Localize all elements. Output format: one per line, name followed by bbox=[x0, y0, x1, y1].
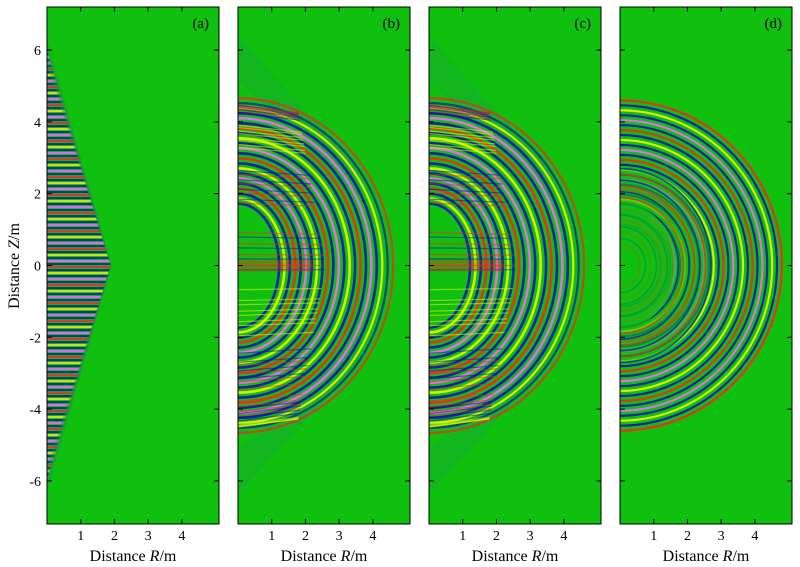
x-tick-label: 2 bbox=[111, 529, 118, 544]
x-tick-label: 3 bbox=[718, 529, 725, 544]
x-tick-label: 4 bbox=[178, 529, 185, 544]
y-tick-label: 6 bbox=[34, 44, 41, 59]
wavefield bbox=[620, 99, 783, 432]
y-axis-label: Distance Z/m bbox=[6, 223, 23, 309]
y-tick-label: -2 bbox=[29, 331, 41, 346]
panel-b: 1 2 3 4 (b) Distance R/m bbox=[237, 6, 411, 565]
x-tick-label: 2 bbox=[493, 529, 500, 544]
panel-c: 1 2 3 4 (c) Distance R/m bbox=[428, 6, 602, 565]
x-tick-label: 4 bbox=[560, 529, 567, 544]
panel-label: (d) bbox=[765, 16, 783, 32]
x-tick-label: 4 bbox=[751, 529, 758, 544]
y-tick-label: -4 bbox=[29, 403, 41, 418]
panel-label: (a) bbox=[192, 16, 209, 32]
x-axis-label: Distance R/m bbox=[281, 548, 368, 565]
x-tick-label: 1 bbox=[268, 529, 275, 544]
x-tick-label: 1 bbox=[650, 529, 657, 544]
y-tick-label: -6 bbox=[29, 475, 41, 490]
x-axis-label: Distance R/m bbox=[663, 548, 750, 565]
x-tick-label: 1 bbox=[459, 529, 466, 544]
y-tick-label: 4 bbox=[34, 116, 41, 131]
x-tick-label: 3 bbox=[336, 529, 343, 544]
panel-label: (b) bbox=[383, 16, 401, 32]
panel-label: (c) bbox=[574, 16, 591, 32]
wavefield bbox=[238, 38, 394, 493]
x-axis-label: Distance R/m bbox=[472, 548, 559, 565]
wavefield bbox=[429, 38, 585, 493]
x-tick-label: 2 bbox=[302, 529, 309, 544]
panel-a: 1 2 3 4 -6 -4 -2 0 2 4 6 (a) Distance R/m bbox=[29, 6, 220, 565]
x-axis-label: Distance R/m bbox=[90, 548, 177, 565]
x-tick-label: 3 bbox=[145, 529, 152, 544]
x-tick-label: 1 bbox=[77, 529, 84, 544]
x-tick-label: 2 bbox=[684, 529, 691, 544]
y-tick-label: 2 bbox=[34, 188, 41, 203]
y-tick-label: 0 bbox=[34, 260, 41, 275]
panel-d: 1 2 3 4 (d) Distance R/m bbox=[619, 6, 793, 565]
field-background bbox=[47, 7, 219, 524]
x-tick-label: 3 bbox=[527, 529, 534, 544]
x-tick-label: 4 bbox=[369, 529, 376, 544]
